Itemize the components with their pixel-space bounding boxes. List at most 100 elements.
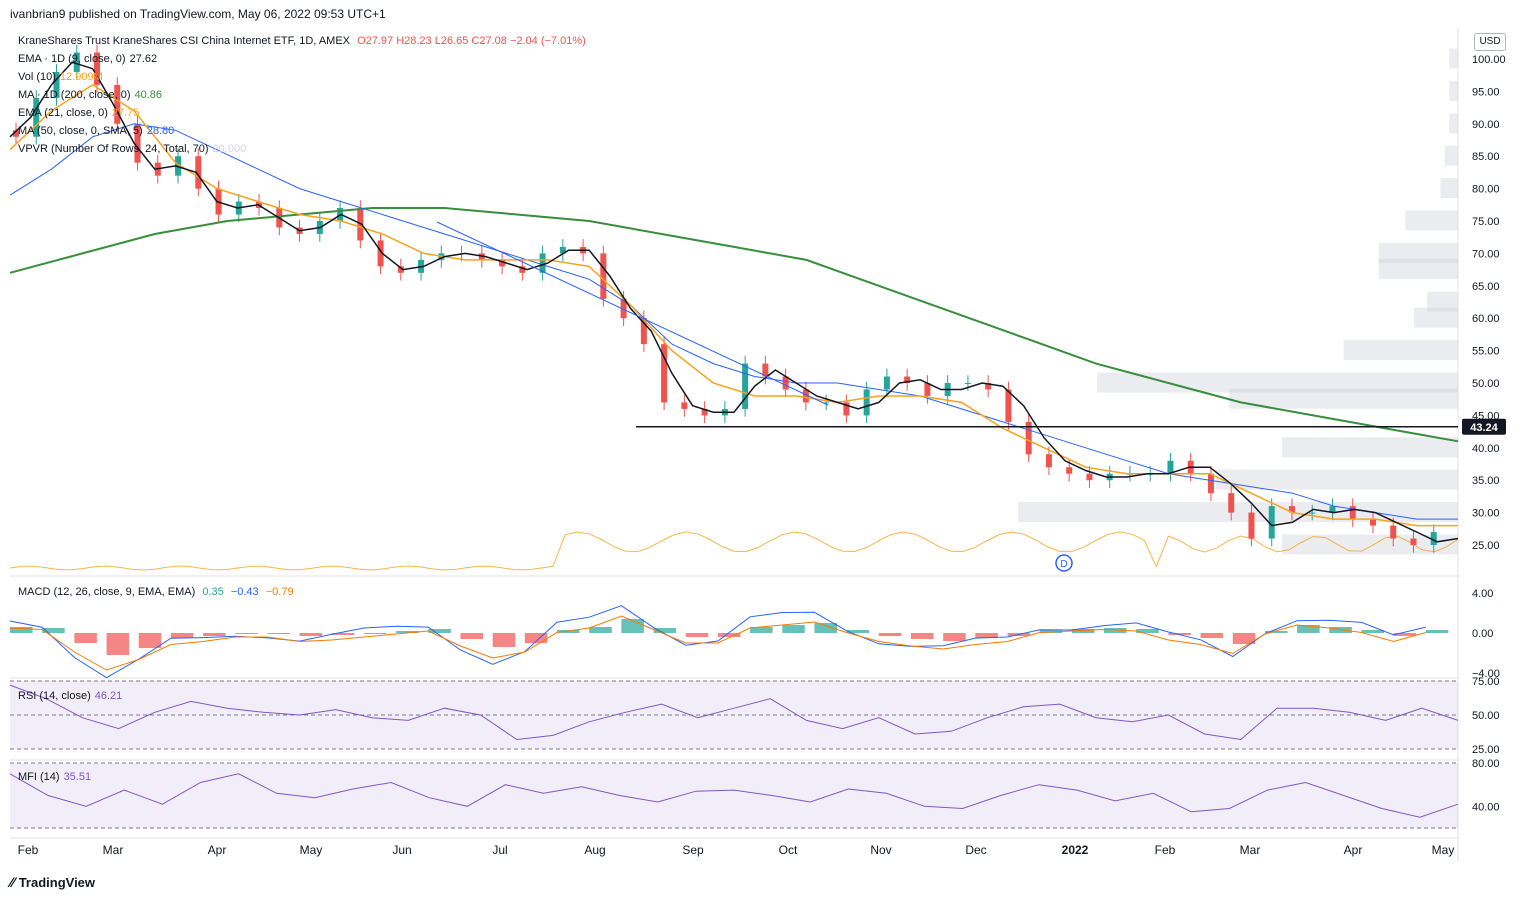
- ma200-label: MA · 1D (200, close, 0): [18, 89, 131, 101]
- candle-body: [681, 402, 688, 409]
- ema9-line: [9, 61, 1459, 543]
- time-axis-label: Apr: [1344, 843, 1363, 857]
- publisher-header: ivanbrian9 published on TradingView.com,…: [10, 7, 386, 21]
- legend-ma200[interactable]: MA · 1D (200, close, 0) 40.86: [18, 89, 162, 101]
- macd-histogram-bar: [42, 628, 65, 633]
- candle-body: [1349, 506, 1356, 520]
- macd-line: [9, 605, 1426, 679]
- candle-body: [600, 253, 607, 299]
- legend-volume[interactable]: Vol (10) 12.909M: [18, 71, 103, 83]
- legend-ema21[interactable]: EMA (21, close, 0) 27.75: [18, 107, 139, 119]
- candle-body: [883, 376, 890, 390]
- macd-histogram-bar: [685, 633, 709, 637]
- candle-body: [1288, 506, 1295, 513]
- rsi-label: RSI (14, close): [18, 690, 91, 702]
- time-axis-label: Feb: [18, 843, 39, 857]
- macd-label: MACD (12, 26, close, 9, EMA, EMA): [18, 586, 196, 598]
- time-axis-label: 2022: [1062, 843, 1089, 857]
- candle-body: [539, 253, 546, 273]
- macd-histogram-bar: [10, 627, 33, 633]
- macd-histogram-bar: [396, 631, 419, 633]
- legend-main: KraneShares Trust KraneShares CSI China …: [18, 35, 586, 47]
- macd-histogram-bar: [1071, 629, 1095, 633]
- mfi-value: 35.51: [63, 771, 92, 783]
- mfi-line: [9, 773, 1459, 818]
- ema9-label: EMA · 1D (9, close, 0): [18, 53, 126, 65]
- legend-vpvr[interactable]: VPVR (Number Of Rows, 24, Total, 70) 20.0…: [18, 143, 246, 155]
- macd-histogram-bar: [878, 633, 902, 636]
- candle-body: [1369, 519, 1376, 526]
- currency-badge[interactable]: USD: [1474, 33, 1506, 51]
- ma200-value: 40.86: [134, 89, 163, 101]
- ma50-value: 28.80: [146, 125, 175, 137]
- rsi-tick: 75.00: [1472, 676, 1500, 688]
- legend-ma50[interactable]: MA (50, close, 0, SMA, 5) 28.80: [18, 125, 174, 137]
- price-tick: 95.00: [1472, 86, 1500, 98]
- legend-ema9[interactable]: EMA · 1D (9, close, 0) 27.62: [18, 53, 157, 65]
- candle-body: [924, 383, 931, 396]
- price-tick: 75.00: [1472, 216, 1500, 228]
- legend-macd[interactable]: MACD (12, 26, close, 9, EMA, EMA) 0.35 −…: [18, 586, 294, 598]
- price-tick: 55.00: [1472, 346, 1500, 358]
- vpvr-row: [1449, 113, 1458, 134]
- vpvr-row: [1282, 437, 1458, 458]
- vpvr-value: 20.000: [212, 143, 247, 155]
- candle-body: [1329, 506, 1336, 513]
- price-tick: 45.00: [1472, 410, 1500, 422]
- candle-body: [701, 408, 708, 416]
- candle-body: [114, 84, 121, 124]
- legend-rsi[interactable]: RSI (14, close) 46.21: [18, 690, 122, 702]
- vpvr-row: [1343, 340, 1458, 361]
- symbol-name[interactable]: KraneShares Trust KraneShares CSI China …: [18, 35, 350, 47]
- macd-histogram-bar: [299, 633, 323, 636]
- time-axis-label: May: [300, 843, 323, 857]
- tradingview-logo-icon: ⁄⁄: [10, 874, 15, 890]
- candle-body: [519, 266, 526, 273]
- price-tick: 40.00: [1472, 443, 1500, 455]
- macd-histogram-bar: [975, 633, 998, 638]
- macd-histogram-bar: [1361, 630, 1384, 633]
- legend-mfi[interactable]: MFI (14) 35.51: [18, 771, 91, 783]
- vpvr-row: [1229, 388, 1458, 409]
- candle-body: [843, 402, 850, 416]
- vpvr-row: [1440, 178, 1458, 199]
- time-axis-label: Dec: [965, 843, 986, 857]
- candle-body: [620, 298, 627, 319]
- rsi-tick: 25.00: [1472, 744, 1500, 756]
- candle-body: [195, 156, 202, 189]
- vpvr-row: [1378, 242, 1458, 263]
- price-tick: 90.00: [1472, 119, 1500, 131]
- candle-body: [1045, 454, 1052, 468]
- price-tick: 30.00: [1472, 508, 1500, 520]
- macd-histogram-bar: [653, 628, 677, 633]
- candle-body: [53, 71, 60, 98]
- candle-body: [1005, 389, 1012, 422]
- ema21-label: EMA (21, close, 0): [18, 107, 108, 119]
- candle-body: [1228, 493, 1235, 513]
- vpvr-row: [1378, 259, 1458, 280]
- candle-body: [1248, 512, 1255, 539]
- macd-histogram-bar: [363, 633, 387, 634]
- macd-histogram-bar: [1168, 633, 1191, 635]
- candle-body: [73, 52, 80, 72]
- macd-histogram-bar: [170, 633, 194, 638]
- ema21-line: [9, 84, 1458, 527]
- vpvr-row: [1449, 48, 1458, 69]
- macd-histogram-bar: [782, 625, 805, 633]
- candle-body: [904, 376, 911, 383]
- level-label-bg: [1462, 418, 1506, 435]
- candle-body: [1066, 467, 1073, 474]
- candle-body: [13, 130, 19, 137]
- tradingview-footer[interactable]: ⁄⁄ TradingView: [10, 874, 95, 890]
- candle-body: [661, 344, 668, 403]
- candle-body: [1390, 525, 1397, 539]
- mfi-band: [10, 763, 1458, 828]
- vpvr-row: [1444, 145, 1458, 166]
- candle-body: [1207, 473, 1214, 494]
- candle-body: [559, 246, 566, 254]
- candle-body: [823, 402, 830, 404]
- macd-histogram-bar: [1232, 633, 1256, 644]
- macd-tick: −4.00: [1472, 668, 1500, 680]
- macd-histogram-bar: [138, 633, 162, 648]
